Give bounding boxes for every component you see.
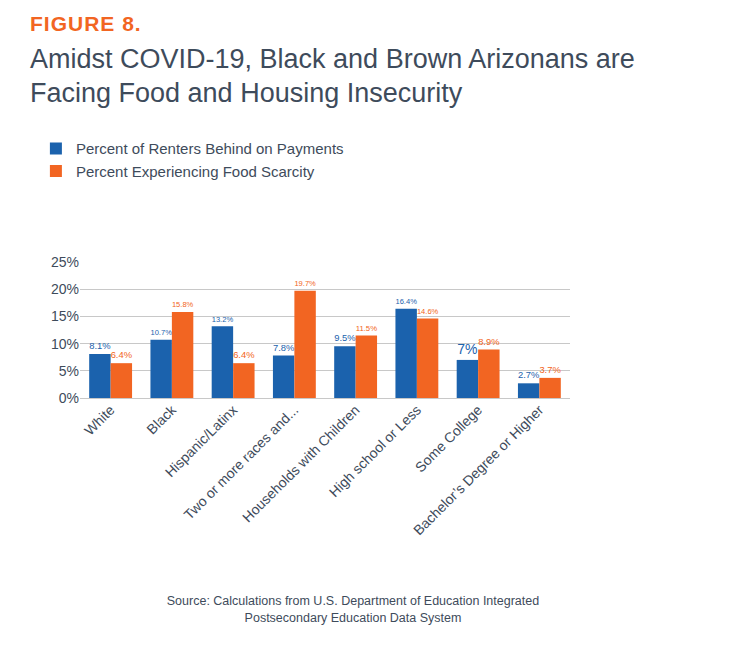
svg-text:Percent of Renters Behind on P: Percent of Renters Behind on Payments [76, 140, 344, 157]
svg-text:7.8%: 7.8% [273, 342, 295, 353]
html-text:Amidst COVID-19, Black and Bro: Amidst COVID-19, Black and Brown Arizona… [30, 44, 635, 108]
svg-text:Black: Black [143, 401, 179, 437]
html-text:Source: Calculations from U.S.: Source: Calculations from U.S. Departmen… [166, 594, 540, 625]
svg-text:High school or Less: High school or Less [326, 402, 424, 500]
svg-text:Bachelor’s Degree or Higher: Bachelor’s Degree or Higher [410, 402, 547, 539]
svg-text:Percent Experiencing Food Scar: Percent Experiencing Food Scarcity [76, 163, 315, 180]
svg-text:6.4%: 6.4% [233, 349, 255, 360]
svg-text:8.1%: 8.1% [89, 340, 111, 351]
svg-text:15%: 15% [51, 308, 79, 324]
svg-text:Some College: Some College [412, 402, 486, 476]
svg-text:10.7%: 10.7% [150, 328, 172, 337]
svg-text:White: White [81, 402, 118, 439]
svg-text:9.5%: 9.5% [334, 332, 356, 343]
svg-text:25%: 25% [51, 254, 79, 270]
svg-text:Hispanic/Latinx: Hispanic/Latinx [162, 402, 240, 480]
svg-text:7%: 7% [457, 341, 477, 357]
svg-text:Two or more races and...: Two or more races and... [181, 402, 302, 523]
svg-text:8.9%: 8.9% [478, 336, 500, 347]
svg-text:13.2%: 13.2% [212, 315, 234, 324]
svg-text:5%: 5% [59, 363, 79, 379]
svg-text:3.7%: 3.7% [539, 364, 561, 375]
svg-text:20%: 20% [51, 281, 79, 297]
svg-text:10%: 10% [51, 336, 79, 352]
svg-text:15.8%: 15.8% [172, 300, 194, 309]
html-text:FIGURE 8.: FIGURE 8. [30, 12, 142, 35]
svg-text:Households with Children: Households with Children [239, 402, 363, 526]
svg-text:11.5%: 11.5% [356, 324, 378, 333]
svg-text:0%: 0% [59, 390, 79, 406]
svg-text:6.4%: 6.4% [111, 349, 133, 360]
svg-text:19.7%: 19.7% [294, 279, 316, 288]
svg-text:14.6%: 14.6% [417, 307, 439, 316]
svg-text:16.4%: 16.4% [395, 297, 417, 306]
svg-text:2.7%: 2.7% [518, 369, 540, 380]
